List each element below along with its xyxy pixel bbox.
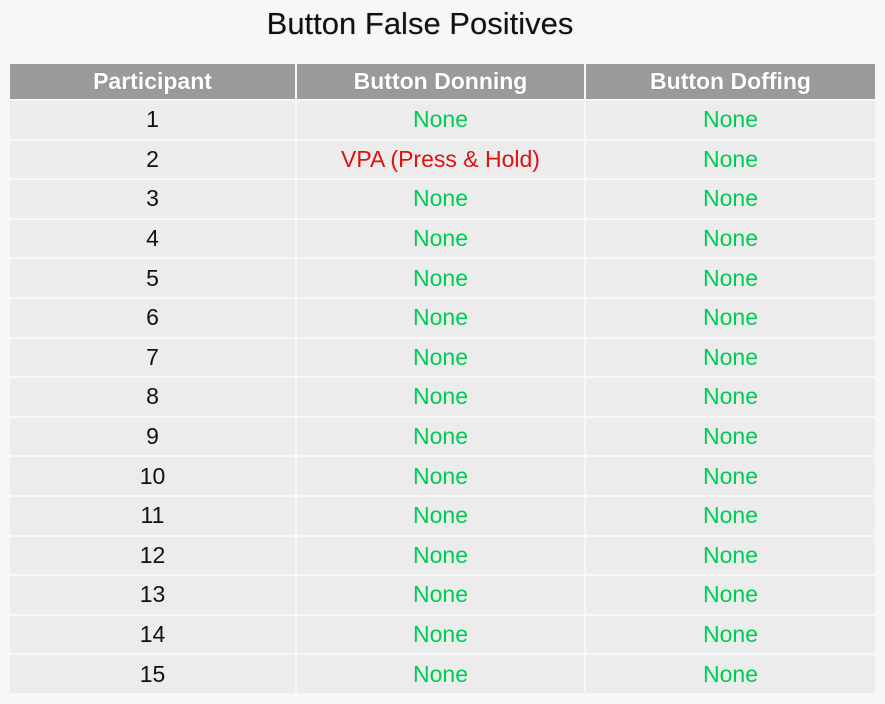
table-row: 12 None None [10, 536, 875, 577]
table-title: Button False Positives [266, 6, 574, 41]
table-row: 3 None None [10, 180, 875, 220]
button-doffing-cell: None [586, 378, 875, 418]
button-donning-cell: None [297, 615, 586, 656]
button-donning-cell: None [297, 417, 586, 458]
participant-cell: 9 [10, 417, 297, 458]
header-row: Participant Button Donning Button Doffin… [10, 64, 875, 101]
participant-cell: 5 [10, 259, 297, 299]
button-doffing-cell: None [586, 338, 875, 379]
participant-cell: 15 [10, 655, 297, 695]
participant-cell: 12 [10, 536, 297, 577]
button-donning-cell: None [297, 536, 586, 577]
table-row: 8 None None [10, 378, 875, 418]
button-doffing-cell: None [586, 615, 875, 656]
participant-cell: 8 [10, 378, 297, 418]
button-donning-cell: VPA (Press & Hold) [297, 140, 586, 181]
button-doffing-cell: None [586, 576, 875, 616]
button-donning-cell: None [297, 457, 586, 497]
table-row: 13 None None [10, 576, 875, 616]
button-doffing-cell: None [586, 101, 875, 141]
table-row: 6 None None [10, 298, 875, 339]
button-doffing-cell: None [586, 536, 875, 577]
table-row: 14 None None [10, 615, 875, 656]
button-doffing-cell: None [586, 298, 875, 339]
button-donning-cell: None [297, 378, 586, 418]
column-header-participant: Participant [10, 64, 297, 101]
table-row: 15 None None [10, 655, 875, 695]
button-donning-cell: None [297, 576, 586, 616]
column-header-button-doffing: Button Doffing [586, 64, 875, 101]
button-doffing-cell: None [586, 417, 875, 458]
button-donning-cell: None [297, 101, 586, 141]
participant-cell: 14 [10, 615, 297, 656]
table-row: 10 None None [10, 457, 875, 497]
table-row: 4 None None [10, 219, 875, 260]
button-donning-cell: None [297, 298, 586, 339]
button-donning-cell: None [297, 259, 586, 299]
button-donning-cell: None [297, 496, 586, 537]
button-doffing-cell: None [586, 219, 875, 260]
button-doffing-cell: None [586, 457, 875, 497]
button-doffing-cell: None [586, 259, 875, 299]
participant-cell: 4 [10, 219, 297, 260]
participant-cell: 13 [10, 576, 297, 616]
button-doffing-cell: None [586, 140, 875, 181]
button-donning-cell: None [297, 655, 586, 695]
table-row: 11 None None [10, 496, 875, 537]
table-body: 1 None None 2 VPA (Press & Hold) None 3 None Non… [10, 101, 875, 695]
table-row: 1 None None [10, 101, 875, 141]
participant-cell: 6 [10, 298, 297, 339]
table-row: 5 None None [10, 259, 875, 299]
participant-cell: 10 [10, 457, 297, 497]
button-doffing-cell: None [586, 496, 875, 537]
participant-cell: 2 [10, 140, 297, 181]
column-header-button-donning: Button Donning [297, 64, 586, 101]
button-donning-cell: None [297, 180, 586, 220]
button-doffing-cell: None [586, 180, 875, 220]
table-row: 2 VPA (Press & Hold) None [10, 140, 875, 181]
table-row: 7 None None [10, 338, 875, 379]
button-donning-cell: None [297, 219, 586, 260]
participant-cell: 3 [10, 180, 297, 220]
button-donning-cell: None [297, 338, 586, 379]
button-doffing-cell: None [586, 655, 875, 695]
participant-cell: 1 [10, 101, 297, 141]
participant-cell: 11 [10, 496, 297, 537]
table-row: 9 None None [10, 417, 875, 458]
participant-cell: 7 [10, 338, 297, 379]
false-positives-table: Participant Button Donning Button Doffin… [10, 64, 875, 695]
